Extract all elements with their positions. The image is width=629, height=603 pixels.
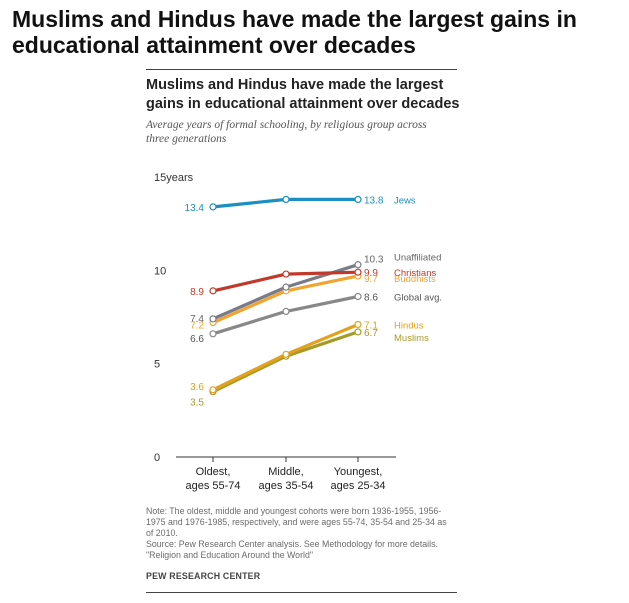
start-value-label: 7.2 — [190, 321, 204, 332]
data-point — [282, 350, 290, 358]
series-line — [211, 294, 360, 336]
series-name-label: Muslims — [394, 333, 429, 344]
x-category-label: ages 25-34 — [330, 480, 385, 492]
series-name-label: Unaffiliated — [394, 253, 441, 264]
series-line — [211, 274, 360, 325]
end-value-label: 9.9 — [364, 268, 378, 279]
series-name-label: Jews — [394, 195, 416, 206]
end-value-label: 10.3 — [364, 255, 384, 266]
data-point — [209, 386, 217, 394]
pew-credit: PEW RESEARCH CENTER — [146, 571, 261, 581]
source-line: Source: Pew Research Center analysis. Se… — [146, 539, 438, 549]
series-name-label: Buddhists — [394, 274, 436, 285]
top-divider — [146, 69, 457, 70]
data-point — [209, 203, 217, 211]
data-point — [282, 195, 290, 203]
start-value-label: 8.9 — [190, 287, 204, 298]
series-line — [211, 330, 360, 394]
data-point — [209, 315, 217, 323]
note-line: of 2010. — [146, 528, 178, 538]
end-value-label: 6.7 — [364, 328, 378, 339]
end-value-label: 8.6 — [364, 292, 378, 303]
x-category-label: Youngest, — [334, 466, 383, 478]
data-point — [354, 328, 362, 336]
data-point — [282, 270, 290, 278]
series-name-label: Christians — [394, 268, 436, 279]
end-value-label: 13.8 — [364, 195, 384, 206]
data-point — [282, 283, 290, 291]
end-value-label: 9.7 — [364, 274, 378, 285]
bottom-divider — [146, 592, 457, 593]
chart-note: Note: The oldest, middle and youngest co… — [146, 506, 458, 561]
page-title: Muslims and Hindus have made the largest… — [12, 6, 577, 58]
series-name-label: Global avg. — [394, 292, 442, 303]
data-point — [282, 307, 290, 315]
chart-subtitle: Average years of formal schooling, by re… — [146, 119, 427, 145]
data-point — [354, 292, 362, 301]
start-value-label: 3.6 — [190, 382, 204, 393]
start-value-label: 6.6 — [190, 334, 204, 345]
data-point — [354, 261, 362, 269]
chart-title: Muslims and Hindus have made the largest… — [146, 77, 460, 112]
series-name-label: Hindus — [394, 320, 424, 331]
note-line: Note: The oldest, middle and youngest co… — [146, 506, 442, 516]
x-category-label: ages 55-74 — [185, 480, 240, 492]
x-category-label: Middle, — [268, 466, 303, 478]
data-point — [354, 268, 362, 276]
x-category-label: Oldest, — [196, 466, 231, 478]
report-title-line: "Religion and Education Around the World… — [146, 550, 313, 560]
start-value-label: 7.4 — [190, 314, 204, 325]
y-tick-label: 10 — [154, 265, 166, 277]
data-point — [354, 195, 362, 203]
data-point — [209, 287, 217, 295]
data-point — [209, 330, 217, 338]
y-tick-label: 15years — [154, 172, 194, 184]
y-tick-label: 5 — [154, 359, 160, 371]
line-chart: 0 5 10 15years Oldest, ages 55-74 Middle, ages … — [154, 172, 442, 492]
end-value-label: 7.1 — [364, 320, 378, 331]
start-value-label: 3.5 — [190, 398, 204, 409]
note-line: 1975 and 1976-1985, respectively, and we… — [146, 517, 447, 527]
data-point — [354, 320, 362, 329]
start-value-label: 13.4 — [185, 203, 205, 214]
y-tick-label: 0 — [154, 452, 160, 464]
x-category-label: ages 35-54 — [258, 480, 313, 492]
